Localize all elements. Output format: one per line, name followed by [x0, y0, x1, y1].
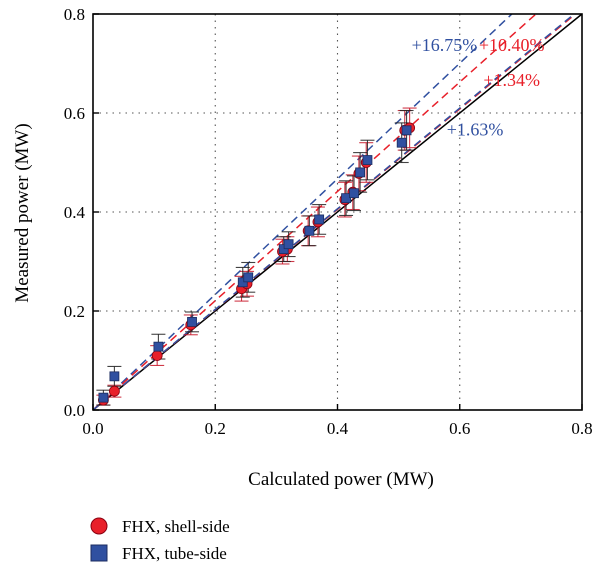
y-tick-label: 0.0 — [64, 401, 85, 420]
deviation-label: +1.63% — [447, 119, 504, 139]
tube-side-point — [401, 125, 412, 136]
tube-side-point — [98, 392, 109, 403]
tube-side-point — [349, 188, 359, 199]
tube-side-point — [362, 155, 373, 165]
x-tick-label: 0.2 — [205, 419, 226, 438]
x-tick-label: 0.0 — [82, 419, 103, 438]
x-tick-label: 0.4 — [327, 419, 349, 438]
y-tick-label: 0.6 — [64, 104, 85, 123]
tube-side-point — [109, 371, 120, 382]
x-axis-title: Calculated power (MW) — [248, 469, 434, 490]
deviation-label: +10.40% — [479, 35, 545, 55]
shell-side-point — [108, 385, 120, 397]
x-tick-label: 0.8 — [571, 419, 592, 438]
grid-lines — [93, 14, 582, 410]
dashed-fit-line — [92, 13, 537, 411]
tube-side-point — [314, 214, 325, 225]
legend-marker-shell — [90, 517, 108, 535]
data-points — [97, 122, 416, 406]
tube-side-point — [355, 167, 366, 178]
y-tick-label: 0.4 — [64, 203, 86, 222]
legend-label-shell: FHX, shell-side — [122, 517, 230, 536]
deviation-label: +1.34% — [483, 70, 540, 90]
y-axis-title: Measured power (MW) — [12, 123, 33, 302]
legend-marker-tube — [90, 544, 108, 562]
tube-side-point — [153, 341, 164, 352]
axis-ticks: 0.00.0 0.2 0.2 0.4 0.4 0.6 0.6 0.8 0.8 — [64, 5, 593, 438]
tube-side-point — [396, 137, 407, 148]
legend: FHX, shell-side FHX, tube-side — [90, 517, 230, 563]
deviation-label: +16.75% — [412, 35, 478, 55]
y-tick-label: 0.2 — [64, 302, 85, 321]
shell-side-point — [151, 350, 163, 361]
x-tick-label: 0.6 — [449, 419, 470, 438]
tube-side-point — [304, 225, 315, 236]
tube-side-point — [243, 272, 254, 283]
tube-side-point — [237, 277, 248, 288]
annotations: +16.75% +10.40% +1.34% +1.63% — [412, 35, 545, 139]
y-tick-label: 0.8 — [64, 5, 85, 24]
legend-label-tube: FHX, tube-side — [122, 544, 227, 563]
tube-side-point — [187, 316, 197, 327]
tube-side-point — [283, 239, 294, 250]
tube-side-point — [341, 193, 351, 204]
